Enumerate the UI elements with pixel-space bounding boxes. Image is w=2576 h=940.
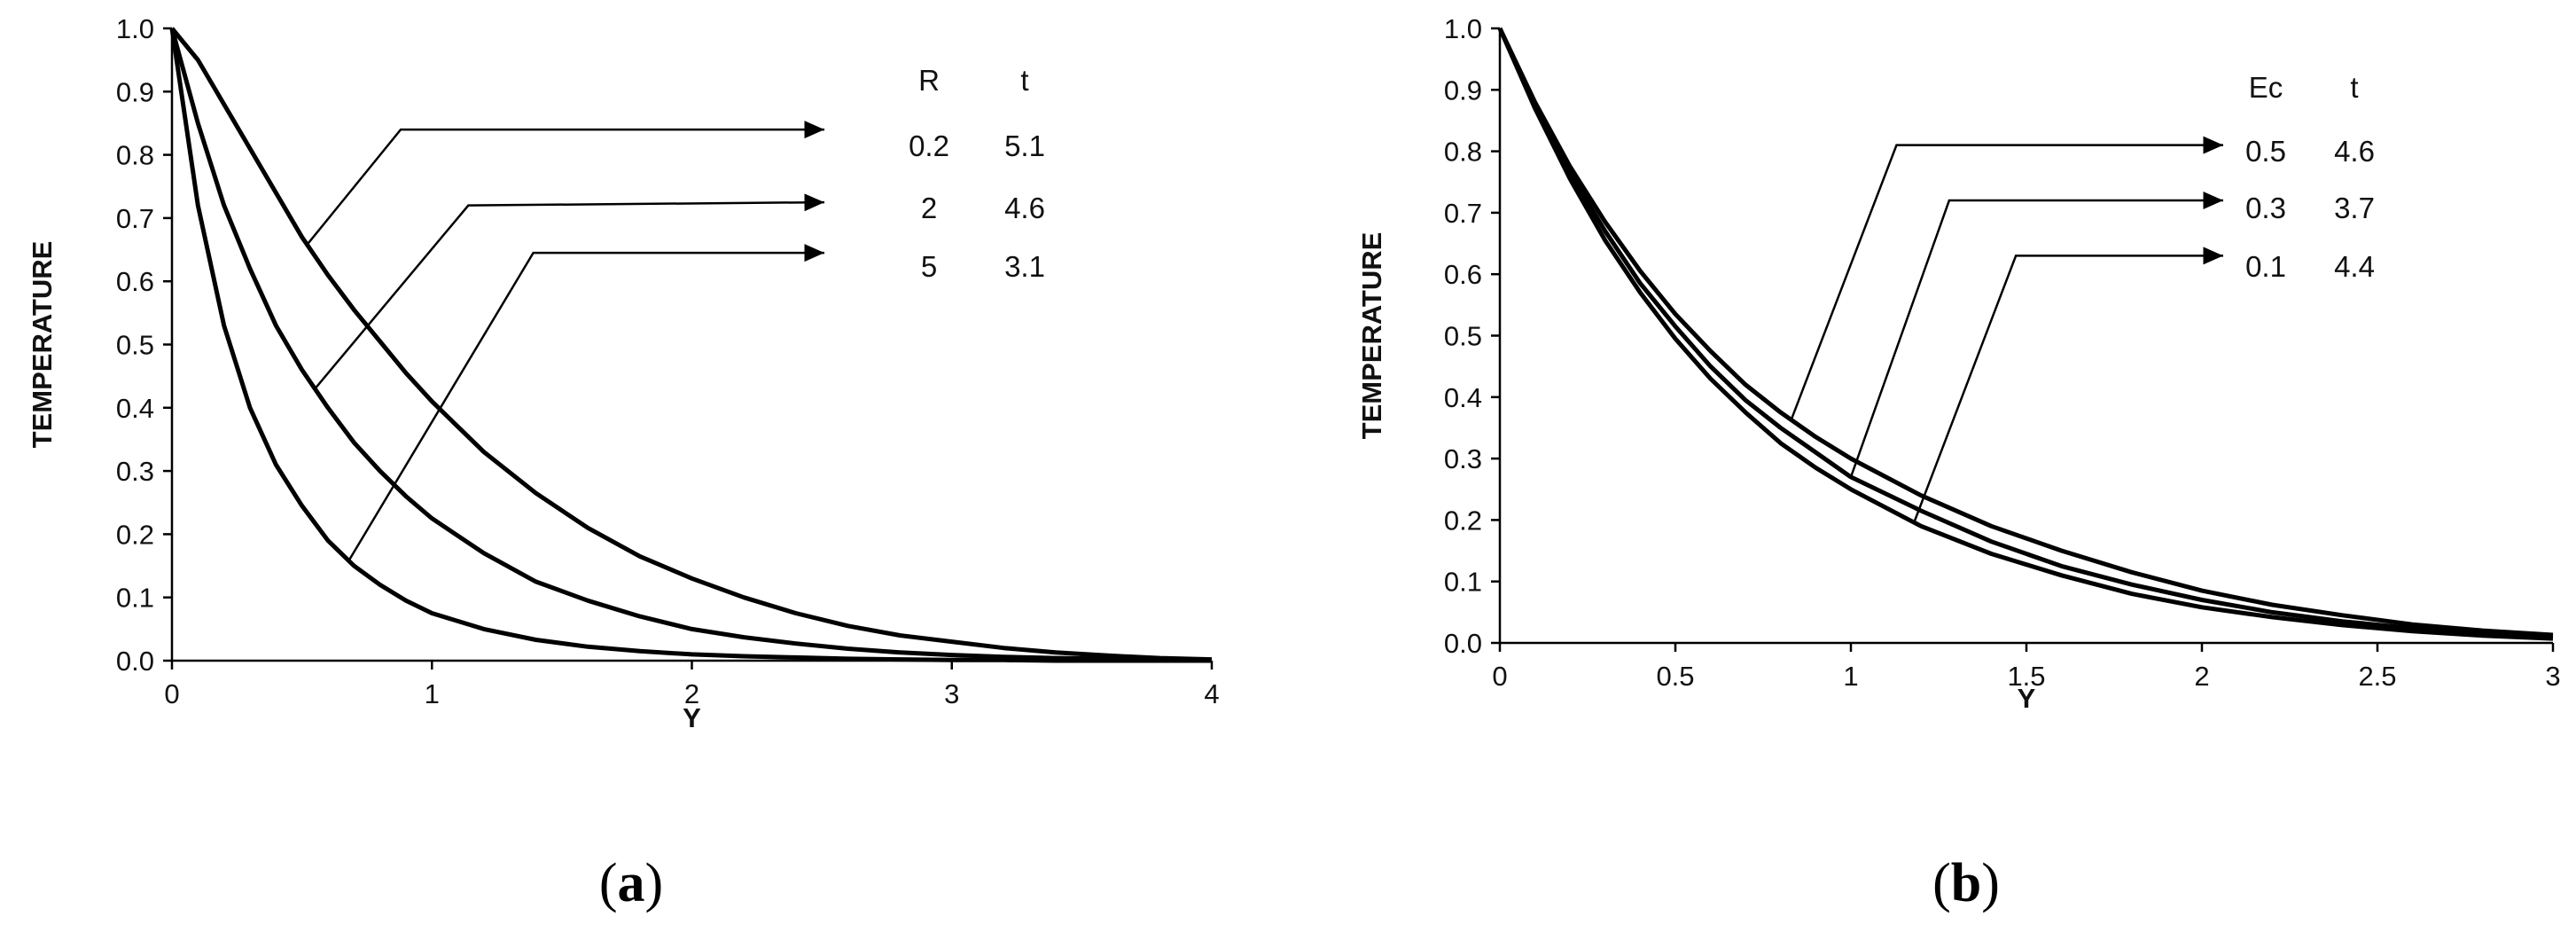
series-line-2 [1497,27,2554,639]
legend-cell: 4.6 [1004,192,1045,224]
chart-a: 0.0 0.1 0.2 0.3 0.4 0.5 0.6 0.7 0.8 0.9 1.0 0 1 2 3 4 Y T… [27,13,1220,913]
legend-cell: 3.1 [1004,250,1045,283]
panel-letter: b [1951,853,1981,913]
leader-arrow-1 [306,121,824,246]
y-tick-label: 0.2 [116,519,154,550]
y-tick-label: 0.7 [1444,198,1482,229]
legend-cell: 0.1 [2245,250,2286,283]
series-line-1 [170,27,1213,662]
leader-arrow-3 [347,244,824,561]
x-tick-label: 0.5 [1656,661,1694,692]
legend-cell: 2 [921,192,937,224]
y-tick-label: 0.1 [116,583,154,614]
series-line-3 [169,27,1212,663]
panel-label: (b) [1932,853,2000,913]
x-tick-label: 2 [684,678,699,709]
leader-arrow-1 [1790,136,2223,420]
y-tick-label: 0.3 [116,456,154,487]
x-tick-label: 2 [2194,661,2209,692]
x-tick-label: 4 [1204,678,1219,709]
x-tick-label: 1 [1843,661,1858,692]
x-tick-label: 0 [1492,661,1507,692]
y-axis-label: TEMPERATURE [27,241,58,449]
y-tick-label: 0.0 [1444,628,1482,659]
y-tick-label: 0.1 [1444,567,1482,598]
x-axis-label: Y [683,702,701,733]
y-tick-label: 0.9 [116,76,154,107]
panel-letter: a [618,853,645,913]
legend-cell: 0.5 [2245,135,2286,168]
leader-arrow-3 [1913,247,2223,523]
x-axis-label: Y [2018,683,2036,714]
y-tick-label: 0.7 [116,203,154,234]
legend-cell: 3.7 [2334,192,2375,224]
y-tick-label: 0.5 [116,330,154,361]
series-line-2 [169,27,1213,662]
legend-header: t [2350,71,2358,104]
x-tick-label: 3 [2545,661,2560,692]
y-tick-label: 0.4 [1444,382,1482,413]
legend-cell: 0.3 [2245,192,2286,224]
chart-b: 0.0 0.1 0.2 0.3 0.4 0.5 0.6 0.7 0.8 0.9 1.0 0 0.5 1 1.… [1356,13,2561,913]
legend-cell: 4.6 [2334,135,2375,168]
y-tick-label: 0.6 [1444,259,1482,290]
y-tick-label: 0.2 [1444,505,1482,536]
y-tick-label: 0.9 [1444,74,1482,106]
y-axis-label: TEMPERATURE [1356,232,1387,440]
series-line-1 [1497,27,2554,638]
x-tick-label: 1 [425,678,440,709]
y-tick-label: 0.3 [1444,443,1482,474]
legend-header: Ec [2249,71,2283,104]
legend-header: R [918,64,940,97]
legend-header: t [1020,64,1028,97]
legend-cell: 4.4 [2334,250,2375,283]
legend-table: Ec t 0.5 4.6 0.3 3.7 0.1 4.4 [2245,71,2375,283]
legend-cell: 5 [921,250,937,283]
y-tick-label: 0.6 [116,266,154,297]
x-tick-label: 3 [944,678,959,709]
leader-arrow-2 [1849,192,2223,478]
y-tick-label: 0.8 [116,140,154,171]
leader-arrow-2 [314,193,825,390]
series-line-3 [1497,27,2554,641]
y-tick-label: 1.0 [116,13,154,44]
legend-cell: 0.2 [909,129,949,162]
y-tick-label: 0.4 [116,393,154,424]
x-tick-label: 2.5 [2358,661,2396,692]
y-tick-label: 0.0 [116,646,154,677]
x-tick-label: 1.5 [2007,661,2045,692]
y-tick-label: 0.5 [1444,321,1482,352]
legend-cell: 5.1 [1004,129,1045,162]
panel-label: (a) [599,853,663,913]
y-tick-label: 1.0 [1444,13,1482,44]
x-tick-label: 0 [164,678,179,709]
y-tick-label: 0.8 [1444,137,1482,168]
